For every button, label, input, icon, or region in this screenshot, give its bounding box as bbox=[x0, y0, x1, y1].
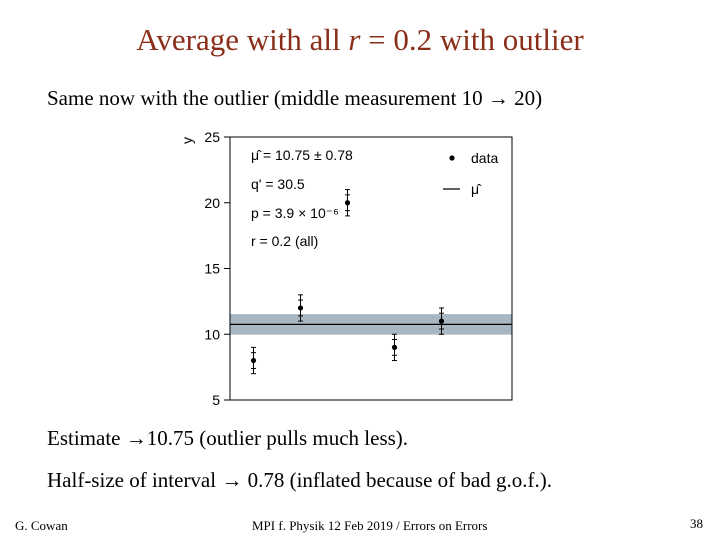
footer-center: MPI f. Physik 12 Feb 2019 / Errors on Er… bbox=[252, 518, 488, 533]
data-point bbox=[250, 357, 257, 364]
estimate-text: Estimate →10.75 (outlier pulls much less… bbox=[47, 426, 409, 450]
footer-author: G. Cowan bbox=[15, 518, 68, 533]
y-tick-label: 10 bbox=[204, 326, 220, 342]
y-axis-label: y bbox=[179, 137, 195, 144]
data-point bbox=[438, 318, 445, 324]
y-tick-label: 25 bbox=[204, 129, 220, 145]
stat-annotation: r = 0.2 (all) bbox=[251, 233, 318, 249]
legend-data-label: data bbox=[471, 150, 498, 166]
stat-annotation: μ̂ = 10.75 ± 0.78 bbox=[251, 147, 353, 163]
data-point bbox=[391, 344, 398, 350]
page-number: 38 bbox=[690, 516, 703, 531]
stat-annotation: p = 3.9 × 10⁻⁶ bbox=[251, 205, 339, 221]
legend-data-marker bbox=[449, 155, 455, 161]
data-point bbox=[297, 305, 304, 311]
data-point bbox=[344, 200, 351, 206]
slide-title: Average with all r = 0.2 with outlier bbox=[136, 22, 584, 57]
y-tick-label: 15 bbox=[204, 261, 220, 277]
intro-text: Same now with the outlier (middle measur… bbox=[47, 86, 543, 110]
y-tick-label: 20 bbox=[204, 195, 220, 211]
stat-annotation: q' = 30.5 bbox=[251, 176, 305, 192]
legend-mean-label: μ̂ bbox=[471, 181, 482, 197]
interval-text: Half-size of interval → 0.78 (inflated b… bbox=[47, 468, 552, 492]
y-tick-label: 5 bbox=[212, 392, 220, 408]
